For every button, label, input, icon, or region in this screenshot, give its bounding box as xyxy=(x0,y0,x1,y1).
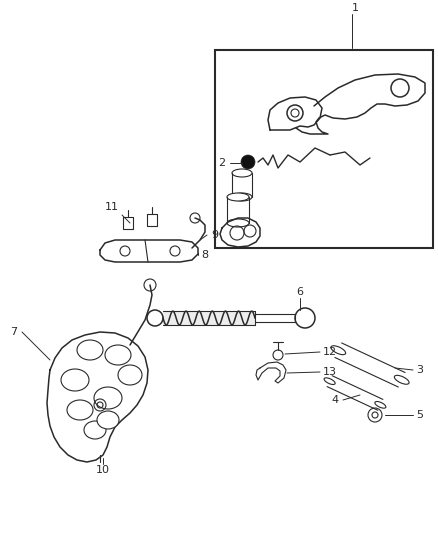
Ellipse shape xyxy=(94,387,122,409)
Text: 4: 4 xyxy=(332,395,339,405)
Text: 10: 10 xyxy=(96,465,110,475)
Bar xyxy=(215,50,433,248)
Ellipse shape xyxy=(232,193,252,201)
Ellipse shape xyxy=(331,346,346,354)
Text: 6: 6 xyxy=(297,287,304,297)
Text: 3: 3 xyxy=(417,365,424,375)
Text: 11: 11 xyxy=(105,202,119,212)
Ellipse shape xyxy=(394,375,409,384)
Ellipse shape xyxy=(67,400,93,420)
Ellipse shape xyxy=(105,345,131,365)
Ellipse shape xyxy=(227,219,249,227)
Ellipse shape xyxy=(227,193,249,201)
Ellipse shape xyxy=(232,169,252,177)
Circle shape xyxy=(241,155,255,169)
Ellipse shape xyxy=(84,421,106,439)
Text: 5: 5 xyxy=(417,410,424,420)
Ellipse shape xyxy=(118,365,142,385)
Text: 9: 9 xyxy=(212,230,219,240)
Text: 8: 8 xyxy=(201,250,208,260)
Ellipse shape xyxy=(324,378,335,384)
Text: 13: 13 xyxy=(323,367,337,377)
Text: 2: 2 xyxy=(219,158,226,168)
Ellipse shape xyxy=(97,411,119,429)
Text: 12: 12 xyxy=(323,347,337,357)
Text: 7: 7 xyxy=(11,327,18,337)
Ellipse shape xyxy=(61,369,89,391)
Ellipse shape xyxy=(375,401,386,408)
Text: 1: 1 xyxy=(352,3,358,13)
Ellipse shape xyxy=(77,340,103,360)
